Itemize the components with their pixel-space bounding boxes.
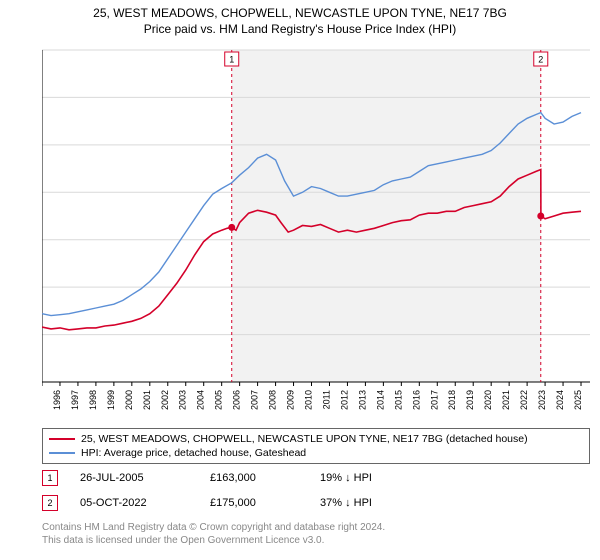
legend-item-hpi: HPI: Average price, detached house, Gate… <box>49 446 583 460</box>
svg-text:2000: 2000 <box>124 390 134 410</box>
svg-text:2011: 2011 <box>321 390 331 409</box>
svg-text:1998: 1998 <box>88 390 98 410</box>
svg-text:2010: 2010 <box>304 390 314 410</box>
svg-text:2018: 2018 <box>447 390 457 410</box>
legend-swatch <box>49 438 75 440</box>
svg-text:1995: 1995 <box>42 390 44 410</box>
svg-text:1996: 1996 <box>52 390 62 410</box>
svg-text:2015: 2015 <box>393 390 403 410</box>
svg-text:2016: 2016 <box>411 390 421 410</box>
svg-text:2025: 2025 <box>573 390 583 410</box>
sale-marker-icon: 1 <box>42 470 58 486</box>
sale-price: £175,000 <box>210 497 320 509</box>
legend-swatch <box>49 452 75 454</box>
svg-text:2012: 2012 <box>339 390 349 410</box>
svg-text:1999: 1999 <box>106 390 116 410</box>
chart-plot: £0£50K£100K£150K£200K£250K£300K£350K1995… <box>42 44 590 414</box>
attribution-text: Contains HM Land Registry data © Crown c… <box>42 522 590 547</box>
svg-text:2006: 2006 <box>232 390 242 410</box>
svg-text:2009: 2009 <box>286 390 296 410</box>
attribution-line: Contains HM Land Registry data © Crown c… <box>42 522 590 535</box>
svg-text:1997: 1997 <box>70 390 80 410</box>
svg-text:2002: 2002 <box>160 390 170 410</box>
chart-title-address: 25, WEST MEADOWS, CHOPWELL, NEWCASTLE UP… <box>0 6 600 20</box>
svg-text:2017: 2017 <box>429 390 439 410</box>
sale-marker-icon: 2 <box>42 495 58 511</box>
svg-text:2007: 2007 <box>250 390 260 410</box>
svg-text:2005: 2005 <box>214 390 224 410</box>
svg-text:2004: 2004 <box>196 390 206 410</box>
svg-text:2023: 2023 <box>537 390 547 410</box>
sale-delta: 19% ↓ HPI <box>320 472 410 484</box>
legend-item-price-paid: 25, WEST MEADOWS, CHOPWELL, NEWCASTLE UP… <box>49 432 583 446</box>
svg-text:2001: 2001 <box>142 390 152 410</box>
svg-text:2003: 2003 <box>178 390 188 410</box>
sale-row: 1 26-JUL-2005£163,00019% ↓ HPI <box>42 470 590 486</box>
svg-text:2020: 2020 <box>483 390 493 410</box>
svg-text:2019: 2019 <box>465 390 475 410</box>
sale-price: £163,000 <box>210 472 320 484</box>
sale-date: 05-OCT-2022 <box>80 497 210 509</box>
svg-text:2013: 2013 <box>357 390 367 410</box>
sale-row: 2 05-OCT-2022£175,00037% ↓ HPI <box>42 495 590 511</box>
svg-text:2022: 2022 <box>519 390 529 410</box>
chart-legend: 25, WEST MEADOWS, CHOPWELL, NEWCASTLE UP… <box>42 428 590 464</box>
svg-text:2014: 2014 <box>375 390 385 410</box>
sale-date: 26-JUL-2005 <box>80 472 210 484</box>
svg-text:2021: 2021 <box>501 390 511 410</box>
legend-label: 25, WEST MEADOWS, CHOPWELL, NEWCASTLE UP… <box>81 433 528 445</box>
legend-label: HPI: Average price, detached house, Gate… <box>81 447 306 459</box>
attribution-line: This data is licensed under the Open Gov… <box>42 535 590 548</box>
svg-text:2008: 2008 <box>268 390 278 410</box>
chart-title-subtitle: Price paid vs. HM Land Registry's House … <box>0 22 600 36</box>
svg-text:2024: 2024 <box>555 390 565 410</box>
sale-delta: 37% ↓ HPI <box>320 497 410 509</box>
svg-text:1: 1 <box>229 55 234 65</box>
svg-text:2: 2 <box>538 55 543 65</box>
